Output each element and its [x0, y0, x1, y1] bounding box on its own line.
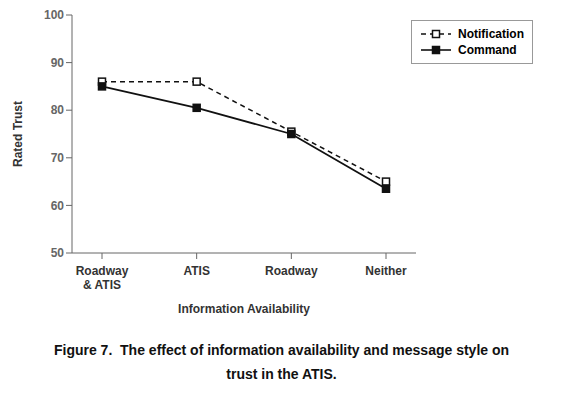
svg-text:Rated Trust: Rated Trust [11, 101, 25, 167]
svg-text:70: 70 [51, 151, 65, 165]
html-text:trust in the ATIS.: trust in the ATIS. [226, 366, 337, 382]
svg-text:Roadway& ATIS: Roadway& ATIS [76, 264, 129, 292]
svg-text:Information Availability: Information Availability [178, 302, 310, 316]
svg-text:50: 50 [51, 246, 65, 260]
html-text:Figure 7. The effect of inform: Figure 7. The effect of information avai… [53, 342, 509, 358]
svg-text:Roadway: Roadway [265, 264, 318, 278]
svg-text:80: 80 [51, 103, 65, 117]
svg-text:100: 100 [44, 8, 64, 22]
svg-text:ATIS: ATIS [183, 264, 209, 278]
svg-text:90: 90 [51, 56, 65, 70]
svg-text:Neither: Neither [365, 264, 407, 278]
svg-text:60: 60 [51, 199, 65, 213]
html-text:Notification: Notification [458, 27, 524, 41]
html-text:Command: Command [458, 43, 517, 57]
